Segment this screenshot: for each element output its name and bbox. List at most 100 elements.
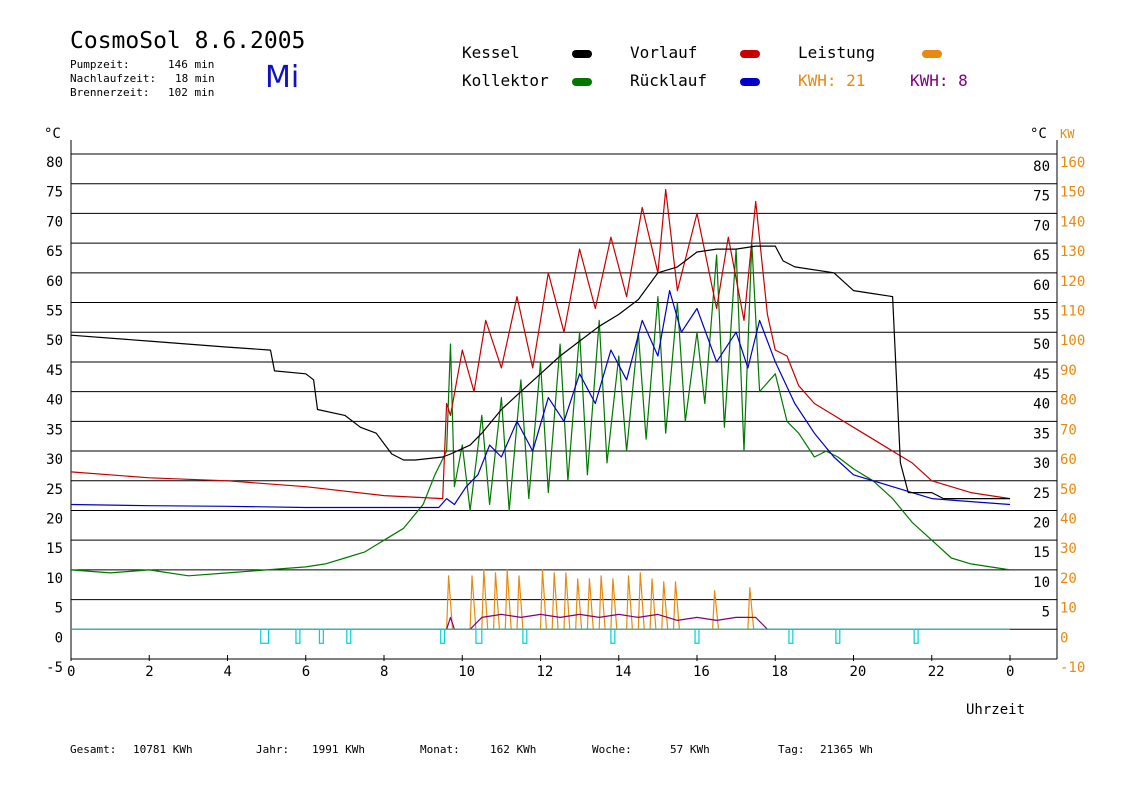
y-tick-right-kw: 150	[1060, 185, 1085, 201]
chart-title: CosmoSol 8.6.2005	[70, 28, 306, 54]
y-tick-right-temp: 10	[1033, 575, 1050, 591]
legend-vorlauf-swatch	[740, 50, 760, 58]
y-axis-unit-left: °C	[44, 126, 61, 142]
x-tick-label: 10	[458, 664, 475, 680]
footer-tag-value: 21365 Wh	[820, 743, 873, 756]
y-tick-right-temp: 25	[1033, 486, 1050, 502]
y-tick-right-kw: 110	[1060, 304, 1085, 320]
y-tick-right-kw: 30	[1060, 541, 1077, 557]
y-tick-right-kw: -10	[1060, 660, 1085, 676]
legend-kessel-label: Kessel	[462, 43, 520, 62]
y-tick-right-kw: 80	[1060, 393, 1077, 409]
y-tick-left: 55	[46, 304, 63, 320]
y-tick-right-temp: 15	[1033, 545, 1050, 561]
footer-monat-label: Monat:	[420, 743, 460, 756]
y-tick-left: 70	[46, 214, 63, 230]
y-tick-right-kw: 120	[1060, 274, 1085, 290]
pump-on-marker	[694, 628, 700, 644]
series-line-ruecklauf	[70, 290, 1011, 509]
x-tick-label: 14	[615, 664, 632, 680]
legend-ruecklauf-label: Rücklauf	[630, 71, 708, 90]
legend-kollektor-swatch	[572, 78, 592, 86]
y-tick-right-kw: 40	[1060, 511, 1077, 527]
x-tick-label: 16	[693, 664, 710, 680]
y-tick-left: 15	[46, 541, 63, 557]
legend-kwh-brenner: KWH: 8	[910, 71, 968, 90]
series-line-vorlauf	[70, 189, 1011, 500]
y-tick-right-kw: 50	[1060, 482, 1077, 498]
series-line-brenner	[446, 613, 768, 630]
y-tick-left: 35	[46, 422, 63, 438]
y-tick-left: 25	[46, 482, 63, 498]
x-tick-label: 6	[302, 664, 310, 680]
y-tick-right-temp: 45	[1033, 367, 1050, 383]
y-tick-right-kw: 130	[1060, 244, 1085, 260]
y-tick-left: 60	[46, 274, 63, 290]
x-tick-label: 12	[537, 664, 554, 680]
y-tick-left: 5	[55, 601, 63, 617]
legend-leistung-label: Leistung	[798, 43, 876, 62]
y-tick-right-kw: 60	[1060, 452, 1077, 468]
series-line-kollektor	[70, 242, 1011, 577]
y-tick-right-kw: 90	[1060, 363, 1077, 379]
footer-woche-label: Woche:	[592, 743, 632, 756]
stat-pumpzeit-label: Pumpzeit:	[70, 58, 130, 71]
footer-tag-label: Tag:	[778, 743, 805, 756]
footer-gesamt-label: Gesamt:	[70, 743, 117, 756]
y-tick-left: 75	[46, 185, 63, 201]
y-tick-left: 40	[46, 393, 63, 409]
stat-nachlaufzeit-value: 18 min	[175, 72, 215, 85]
legend-kollektor-label: Kollektor	[462, 71, 549, 90]
y-tick-right-temp: 75	[1033, 189, 1050, 205]
legend-kwh-solar: KWH: 21	[798, 71, 866, 90]
y-tick-left: -5	[46, 660, 63, 676]
pump-on-marker	[610, 628, 616, 644]
footer-jahr-value: 1991 KWh	[312, 743, 365, 756]
y-tick-right-temp: 30	[1033, 456, 1050, 472]
y-tick-right-kw: 70	[1060, 422, 1077, 438]
y-tick-left: 50	[46, 333, 63, 349]
footer-monat-value: 162 KWh	[490, 743, 537, 756]
x-tick-label: 0	[1006, 664, 1014, 680]
y-tick-right-temp: 5	[1042, 605, 1050, 621]
pump-on-marker	[318, 628, 324, 644]
y-tick-right-temp: 40	[1033, 397, 1050, 413]
x-tick-label: 22	[928, 664, 945, 680]
x-tick-label: 4	[224, 664, 232, 680]
y-tick-right-temp: 50	[1033, 337, 1050, 353]
weekday-label: Mi	[265, 60, 300, 95]
pump-on-marker	[913, 628, 919, 644]
y-tick-right-kw: 10	[1060, 601, 1077, 617]
y-tick-right-kw: 20	[1060, 571, 1077, 587]
y-tick-right-temp: 60	[1033, 278, 1050, 294]
x-tick-label: 8	[380, 664, 388, 680]
x-tick-label: 0	[67, 664, 75, 680]
x-tick-label: 18	[771, 664, 788, 680]
pump-on-marker	[788, 628, 794, 644]
footer-woche-value: 57 KWh	[670, 743, 710, 756]
y-tick-left: 45	[46, 363, 63, 379]
pump-on-marker	[346, 628, 352, 644]
pump-on-marker	[522, 628, 528, 644]
y-tick-right-temp: 80	[1033, 159, 1050, 175]
stat-nachlaufzeit-label: Nachlaufzeit:	[70, 72, 157, 85]
pump-on-marker	[475, 628, 483, 644]
x-tick-label: 20	[850, 664, 867, 680]
y-tick-left: 65	[46, 244, 63, 260]
stat-pumpzeit-value: 146 min	[168, 58, 215, 71]
y-tick-left: 0	[55, 630, 63, 646]
pump-on-marker	[835, 628, 841, 644]
footer-gesamt-value: 10781 KWh	[133, 743, 193, 756]
y-tick-right-temp: 55	[1033, 308, 1050, 324]
pump-on-marker	[295, 628, 301, 644]
legend-vorlauf-label: Vorlauf	[630, 43, 698, 62]
footer-jahr-label: Jahr:	[256, 743, 290, 756]
stat-brennerzeit-label: Brennerzeit:	[70, 86, 150, 99]
y-tick-right-kw: 140	[1060, 214, 1085, 230]
y-axis-unit-kw: KW	[1060, 127, 1075, 141]
y-tick-left: 20	[46, 511, 63, 527]
y-tick-right-temp: 65	[1033, 248, 1050, 264]
y-tick-left: 10	[46, 571, 63, 587]
pump-on-marker	[440, 628, 446, 644]
